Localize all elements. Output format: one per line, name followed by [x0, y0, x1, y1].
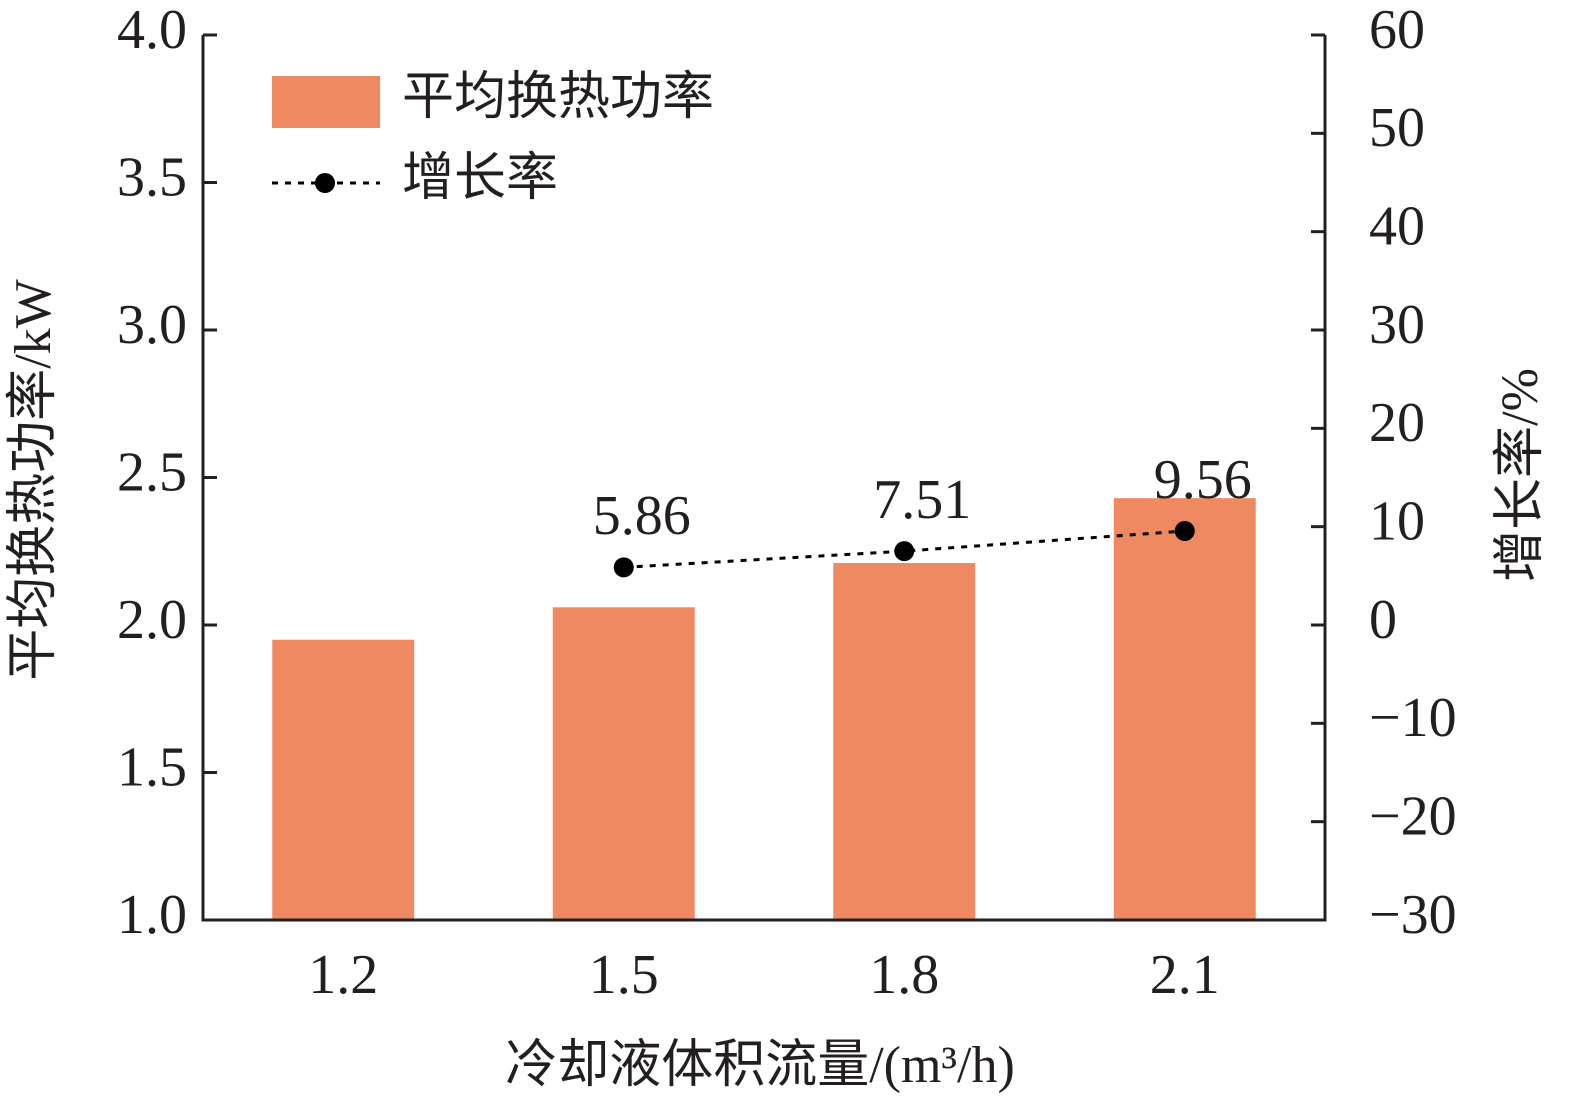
point — [1174, 520, 1195, 541]
x-tick-label: 2.1 — [1150, 944, 1220, 1006]
x-tick-label: 1.2 — [308, 944, 378, 1006]
bar — [833, 563, 976, 920]
x-axis-label: 冷却液体积流量/(m³/h) — [505, 1037, 1015, 1094]
x-tick-label: 1.8 — [869, 944, 939, 1006]
bar — [272, 639, 415, 920]
y-tick-label: 4.0 — [117, 0, 187, 61]
legend-swatch — [272, 76, 380, 128]
line — [623, 529, 1185, 569]
y2-tick-label: −10 — [1369, 687, 1457, 749]
data-label: 5.86 — [593, 485, 691, 547]
legend-marker — [315, 173, 335, 193]
point — [894, 541, 915, 562]
y2-tick-label: −30 — [1369, 884, 1457, 946]
bar — [552, 607, 695, 920]
legend-label: 平均换热功率 — [402, 69, 714, 126]
y-tick-label: 1.5 — [117, 736, 187, 798]
y2-tick-label: −20 — [1369, 786, 1457, 848]
y2-tick-label: 50 — [1369, 97, 1425, 159]
data-label: 7.51 — [873, 469, 971, 531]
y-tick-label: 3.0 — [117, 294, 187, 356]
x-tick-label: 1.5 — [589, 944, 659, 1006]
y-tick-label: 2.0 — [117, 589, 187, 651]
y2-tick-label: 30 — [1369, 294, 1425, 356]
y2-tick-label: 60 — [1369, 0, 1425, 61]
data-label: 9.56 — [1154, 449, 1252, 511]
point — [613, 557, 634, 578]
y2-tick-label: 20 — [1369, 392, 1425, 454]
y2-axis-label: 增长率/% — [1492, 368, 1549, 582]
y2-tick-label: 0 — [1369, 589, 1397, 651]
bar — [1113, 498, 1256, 920]
y-tick-label: 1.0 — [117, 884, 187, 946]
y-tick-label: 3.5 — [117, 146, 187, 208]
y-tick-label: 2.5 — [117, 441, 187, 503]
y-axis-label: 平均换热功率/kW — [5, 279, 62, 681]
y2-tick-label: 10 — [1369, 491, 1425, 553]
legend-label: 增长率 — [402, 150, 558, 207]
y2-tick-label: 40 — [1369, 196, 1425, 258]
